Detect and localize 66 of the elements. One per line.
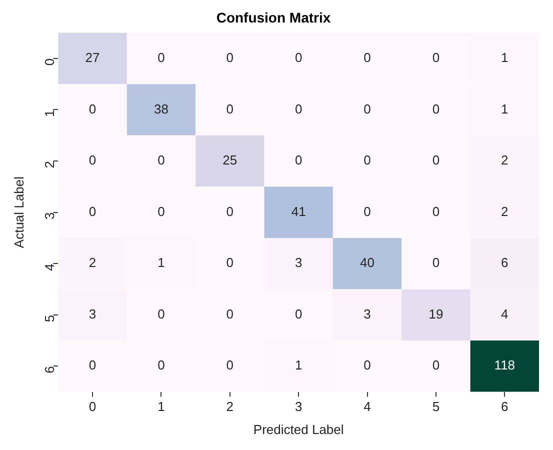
x-tick-label: 2 <box>226 399 234 414</box>
data-label: 0 <box>88 358 96 373</box>
data-label: 0 <box>364 358 371 373</box>
data-label: 1 <box>501 50 508 66</box>
data-label: 0 <box>226 306 234 322</box>
x-axis-title: Predicted Label <box>253 422 344 437</box>
data-label: 2 <box>88 255 96 270</box>
data-label: 0 <box>294 50 302 66</box>
data-label: 38 <box>154 101 168 116</box>
data-label: 3 <box>294 255 302 270</box>
data-label: 2 <box>501 152 508 168</box>
data-label: 0 <box>158 204 165 219</box>
data-label: 1 <box>158 255 165 270</box>
data-label: 0 <box>226 358 234 373</box>
data-label: 0 <box>158 152 165 168</box>
data-label: 0 <box>294 101 302 116</box>
data-label: 0 <box>432 152 440 168</box>
data-label: 0 <box>88 204 96 219</box>
data-label: 0 <box>226 204 234 219</box>
data-label: 0 <box>364 50 371 66</box>
data-label: 0 <box>294 306 302 322</box>
data-label: 118 <box>494 358 516 373</box>
data-label: 1 <box>294 358 302 373</box>
x-tick-label: 4 <box>364 399 371 414</box>
data-label: 0 <box>88 101 96 116</box>
data-label: 41 <box>291 204 306 219</box>
y-tick-label: 0 <box>42 58 57 66</box>
data-label: 0 <box>158 50 165 66</box>
data-label: 0 <box>158 306 165 322</box>
data-label: 2 <box>501 204 508 219</box>
data-label: 0 <box>364 204 371 219</box>
x-tick-label: 5 <box>432 399 440 414</box>
y-axis-title: Actual Label <box>11 176 26 248</box>
data-label: 0 <box>364 152 371 168</box>
y-tick-label: 1 <box>42 110 57 117</box>
data-label: 0 <box>226 101 234 116</box>
data-label: 0 <box>432 255 440 270</box>
y-tick-label: 4 <box>42 264 57 271</box>
data-label: 4 <box>501 306 508 322</box>
data-label: 0 <box>364 101 371 116</box>
y-tick-label: 6 <box>42 366 57 374</box>
data-label: 6 <box>501 255 508 270</box>
data-label: 0 <box>432 358 440 373</box>
y-tick-label: 5 <box>42 314 57 322</box>
data-label: 0 <box>432 204 440 219</box>
x-tick-label: 3 <box>294 399 302 414</box>
data-label: 3 <box>88 306 96 322</box>
data-label: 25 <box>222 152 238 168</box>
data-label: 40 <box>360 255 375 270</box>
data-label: 1 <box>501 101 508 116</box>
x-tick-label: 1 <box>158 399 165 414</box>
x-tick-label: 6 <box>501 399 508 414</box>
x-tick-label: 0 <box>88 399 96 414</box>
data-label: 19 <box>428 306 444 322</box>
data-label: 27 <box>85 50 100 66</box>
data-label: 0 <box>226 255 234 270</box>
data-label: 0 <box>294 152 302 168</box>
data-label: 0 <box>432 50 440 66</box>
chart-title: Confusion Matrix <box>216 9 331 26</box>
data-label: 0 <box>432 101 440 116</box>
data-label: 0 <box>158 358 165 373</box>
data-label: 0 <box>226 50 234 66</box>
y-tick-label: 2 <box>42 161 57 168</box>
y-tick-label: 3 <box>42 212 57 220</box>
data-label: 0 <box>88 152 96 168</box>
data-label: 3 <box>364 306 371 322</box>
